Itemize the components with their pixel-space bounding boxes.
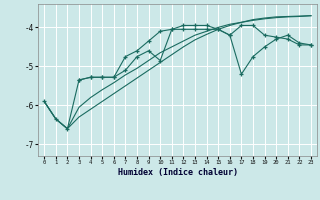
X-axis label: Humidex (Indice chaleur): Humidex (Indice chaleur) [118, 168, 238, 177]
